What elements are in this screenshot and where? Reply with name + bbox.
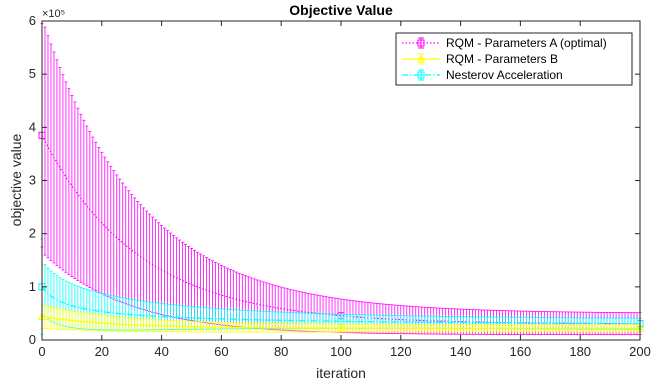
legend-marker — [417, 71, 425, 79]
x-tick-label: 20 — [95, 344, 109, 359]
x-tick-label: 40 — [154, 344, 168, 359]
y-tick-label: 6 — [29, 13, 36, 28]
data-point — [336, 323, 346, 332]
legend-label: RQM - Parameters B — [446, 52, 558, 66]
chart-title: Objective Value — [289, 2, 393, 18]
legend: RQM - Parameters A (optimal) RQM - Parame… — [395, 32, 633, 86]
y-exponent-label: ×10⁵ — [42, 8, 65, 20]
x-tick-label: 140 — [450, 344, 472, 359]
series-layer — [37, 23, 645, 336]
series-line — [41, 286, 641, 325]
x-tick-label: 100 — [330, 344, 352, 359]
x-tick-label: 180 — [569, 344, 591, 359]
x-tick-label: 120 — [390, 344, 412, 359]
legend-label: RQM - Parameters A (optimal) — [446, 36, 607, 50]
y-tick-label: 1 — [29, 279, 36, 294]
x-axis-title: iteration — [316, 365, 366, 381]
y-tick-label: 0 — [29, 332, 36, 347]
y-tick-label: 3 — [29, 173, 36, 188]
x-tick-label: 160 — [510, 344, 532, 359]
legend-label: Nesterov Acceleration — [446, 68, 563, 82]
y-axis-title: objective value — [8, 133, 24, 226]
legend-marker — [416, 54, 426, 63]
legend-entry: RQM - Parameters A (optimal) — [402, 36, 607, 50]
x-tick-label: 80 — [274, 344, 288, 359]
series-line — [41, 316, 640, 329]
legend-marker — [417, 39, 425, 47]
x-tick-label: 200 — [629, 344, 651, 359]
y-tick-label: 2 — [29, 226, 36, 241]
y-tick-label: 5 — [29, 66, 36, 81]
legend-entry: RQM - Parameters B — [402, 52, 558, 66]
x-tick-label: 60 — [214, 344, 228, 359]
axes-layer: 0 20 40 60 80 100 120 140 160 180 200 0 1 2 3 4 5 6 — [29, 13, 651, 359]
legend-entry: Nesterov Acceleration — [402, 68, 563, 82]
x-tick-label: 0 — [38, 344, 45, 359]
y-tick-label: 4 — [29, 119, 36, 134]
